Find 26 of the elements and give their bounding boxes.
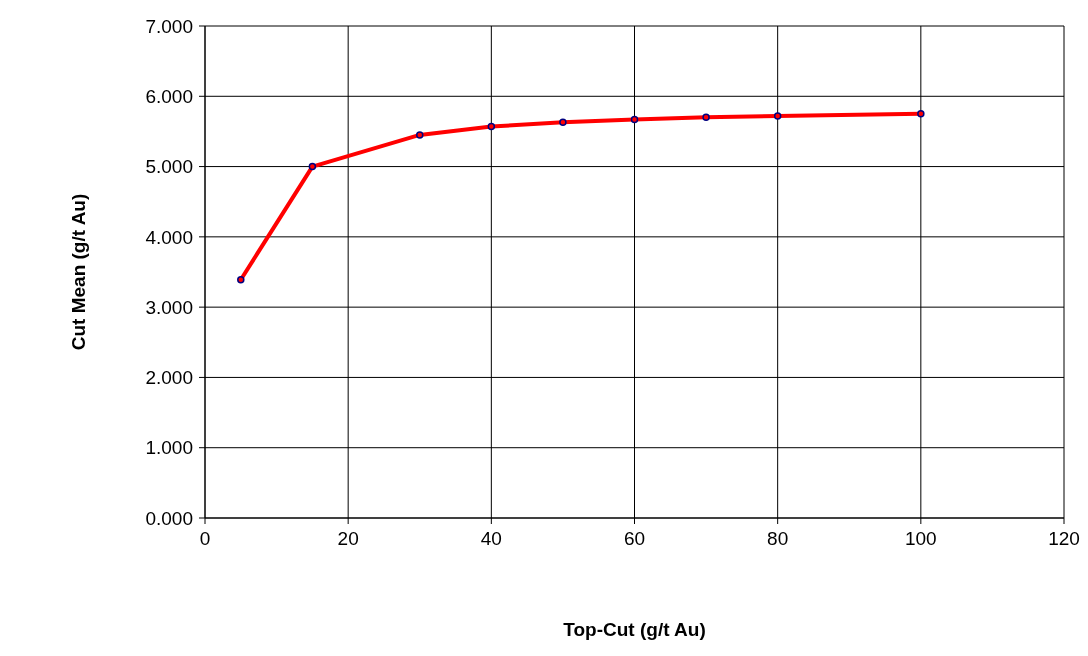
y-tick-label: 6.000 xyxy=(145,86,193,108)
y-tick-label: 0.000 xyxy=(145,507,193,529)
y-tick-label: 3.000 xyxy=(145,296,193,318)
x-tick-label: 100 xyxy=(904,528,937,550)
x-tick-label: 40 xyxy=(480,528,502,550)
point xyxy=(773,112,782,120)
x-axis-title: Top-Cut (g/t Au) xyxy=(563,619,706,640)
x-tick-label: 20 xyxy=(337,528,359,550)
x-tick-label: 80 xyxy=(767,528,789,550)
point xyxy=(559,118,567,127)
y-axis-title: Cut Mean (g/t Au) xyxy=(67,193,89,351)
point xyxy=(630,115,639,124)
y-tick-label: 2.000 xyxy=(145,367,193,389)
point xyxy=(917,110,925,118)
x-tick-label: 0 xyxy=(199,528,211,550)
x-tick-label: 60 xyxy=(623,528,646,550)
y-tick-label: 1.000 xyxy=(145,437,193,459)
point xyxy=(308,162,317,171)
y-tick-label: 4.000 xyxy=(145,226,193,248)
point xyxy=(237,275,245,284)
point xyxy=(702,113,710,122)
y-tick-label: 5.000 xyxy=(145,156,193,178)
point xyxy=(416,131,424,139)
point xyxy=(487,122,496,131)
x-tick-label: 120 xyxy=(1048,528,1080,550)
y-tick-label: 7.000 xyxy=(145,15,193,37)
